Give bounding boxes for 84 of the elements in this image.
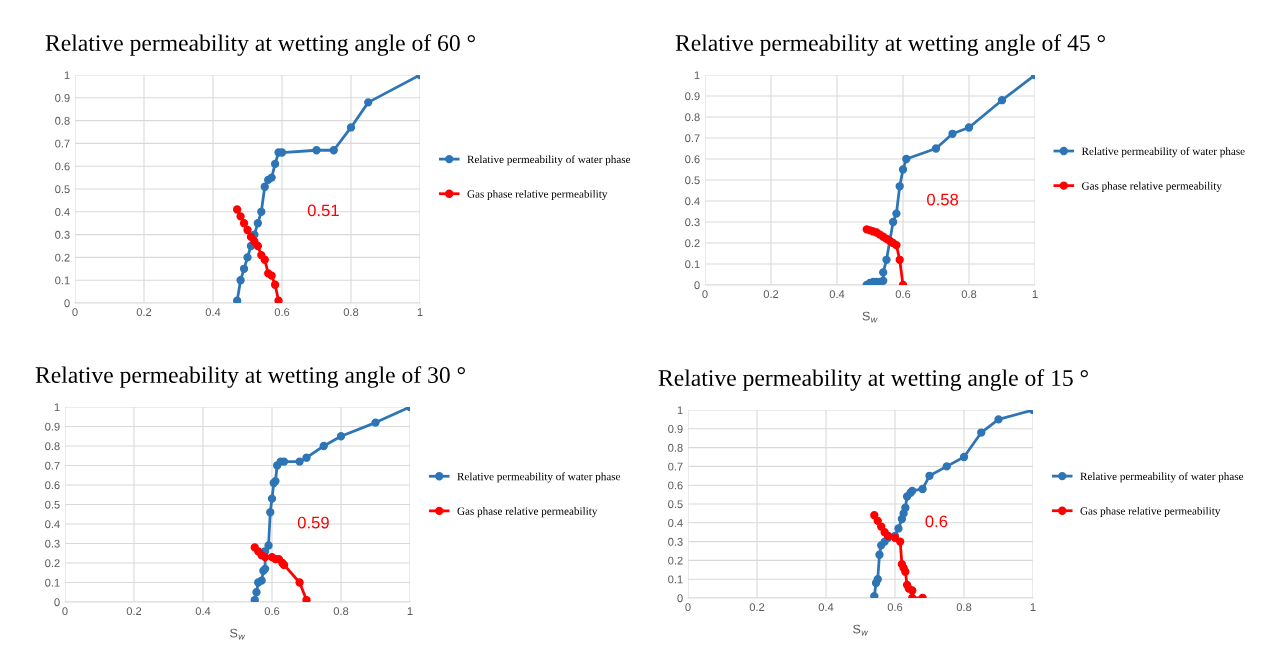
x-tick-label: 0.6	[895, 290, 911, 299]
y-tick-label: 0.6	[45, 481, 60, 490]
y-tick-label: 0.1	[685, 260, 700, 269]
y-tick-label: 0	[694, 281, 700, 290]
y-tick-label: 0.3	[55, 230, 70, 239]
y-tick-label: 0.6	[55, 162, 70, 171]
legend-label: Relative permeability of water phase	[1080, 472, 1244, 483]
y-tick-label: 0.9	[45, 422, 60, 431]
y-tick-label: 0.2	[45, 559, 60, 568]
y-tick-label: 0.1	[55, 276, 70, 285]
y-tick-label: 1	[54, 403, 60, 412]
y-tick-label: 0.5	[685, 176, 700, 185]
chart-title: Relative permeability at wetting angle of 15 °	[658, 369, 1088, 391]
legend-label: Gas phase relative permeability	[457, 507, 598, 518]
x-tick-label: 0.8	[956, 603, 972, 612]
x-tick-label: 0.8	[961, 290, 977, 299]
y-tick-label: 0.8	[55, 116, 70, 125]
y-tick-label: 0	[64, 299, 70, 308]
y-tick-label: 0.6	[668, 481, 683, 490]
y-tick-label: 0.4	[685, 197, 700, 206]
y-tick-label: 0.8	[45, 442, 60, 451]
x-axis-title: S$_{w}$	[853, 624, 869, 636]
x-tick-label: 0.4	[829, 290, 845, 299]
y-tick-label: 0.7	[55, 139, 70, 148]
y-tick-label: 0.2	[55, 253, 70, 262]
annotation: 0.6	[925, 515, 948, 528]
y-tick-label: 0.3	[668, 537, 683, 546]
legend-label: Gas phase relative permeability	[1080, 506, 1221, 518]
y-tick-label: 1	[64, 71, 70, 80]
y-tick-label: 0.7	[685, 134, 700, 143]
y-tick-label: 0.9	[685, 92, 700, 101]
legend-label: Relative permeability of water phase	[457, 472, 621, 483]
annotation: 0.59	[297, 516, 329, 529]
y-tick-label: 0.3	[45, 539, 60, 548]
x-tick-label: 0	[72, 308, 78, 317]
x-tick-label: 0.4	[818, 603, 834, 612]
x-tick-label: 0.2	[749, 603, 765, 612]
x-tick-label: 0.2	[136, 308, 152, 317]
chart-title: Relative permeability at wetting angle of 60 °	[45, 34, 475, 56]
legend-label: Gas phase relative permeability	[467, 189, 608, 201]
y-tick-label: 0.3	[685, 218, 700, 227]
y-tick-label: 0.7	[668, 462, 683, 471]
chart-title: Relative permeability at wetting angle of 45 °	[675, 34, 1105, 56]
chart-title: Relative permeability at wetting angle of 30 °	[35, 366, 465, 388]
x-tick-label: 0.2	[126, 607, 142, 616]
y-tick-label: 0.5	[55, 185, 70, 194]
y-tick-label: 0.7	[45, 461, 60, 470]
x-tick-label: 1	[1032, 290, 1038, 298]
legend-label: Relative permeability of water phase	[467, 155, 631, 166]
y-tick-label: 0.2	[668, 556, 683, 565]
y-tick-label: 0.2	[685, 239, 700, 248]
x-tick-label: 0.8	[343, 308, 359, 317]
x-tick-label: 1	[407, 607, 413, 615]
y-tick-label: 0.4	[45, 520, 60, 529]
x-tick-label: 1	[1030, 603, 1036, 611]
y-tick-label: 0	[677, 594, 683, 603]
annotation: 0.51	[307, 204, 339, 217]
x-tick-label: 1	[417, 308, 423, 316]
y-tick-label: 0.4	[55, 208, 70, 216]
x-tick-label: 0.6	[274, 308, 290, 317]
y-tick-label: 0.8	[685, 113, 700, 122]
y-tick-label: 1	[677, 406, 683, 415]
y-tick-label: 0.9	[55, 94, 70, 102]
y-tick-label: 0.5	[45, 500, 60, 509]
y-tick-label: 0.1	[45, 578, 60, 587]
x-axis-title: S$_{w}$	[230, 628, 246, 640]
y-tick-label: 0.9	[668, 425, 683, 433]
x-tick-label: 0.4	[205, 308, 221, 317]
y-tick-label: 0.8	[668, 443, 683, 452]
y-tick-label: 0.6	[685, 155, 700, 164]
y-tick-label: 0.4	[668, 519, 683, 527]
x-tick-label: 0.4	[195, 607, 211, 616]
x-axis-title: S$_{w}$	[862, 311, 878, 323]
x-tick-label: 0.8	[333, 607, 349, 616]
y-tick-label: 0.1	[668, 575, 683, 584]
x-tick-label: 0	[702, 290, 708, 299]
x-tick-label: 0.2	[763, 290, 779, 299]
annotation: 0.58	[927, 193, 959, 206]
y-tick-label: 1	[694, 71, 700, 80]
legend-label: Gas phase relative permeability	[1082, 181, 1222, 192]
x-tick-label: 0.6	[887, 603, 903, 612]
y-tick-label: 0.5	[668, 500, 683, 509]
x-tick-label: 0.6	[264, 607, 280, 616]
legend-label: Relative permeability of water phase	[1081, 147, 1245, 158]
